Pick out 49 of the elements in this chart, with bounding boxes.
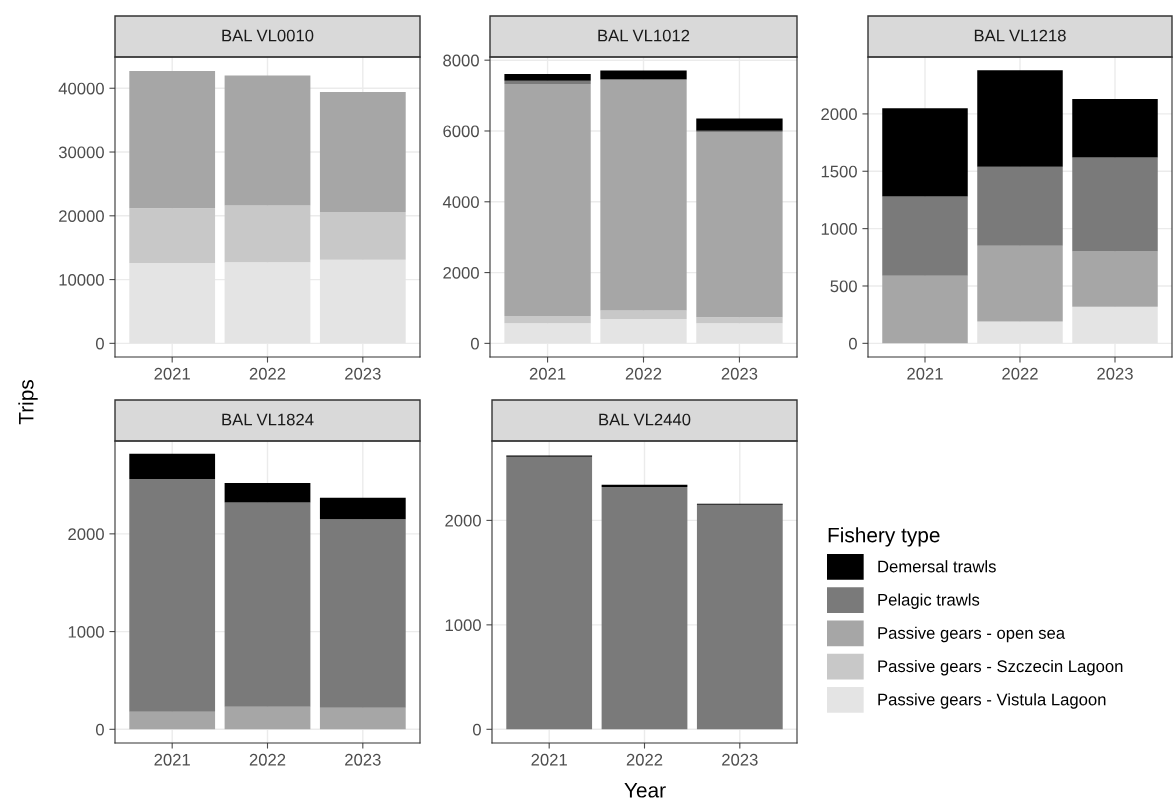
x-tick-label: 2021	[154, 367, 190, 380]
x-tick-label: 2022	[1002, 367, 1038, 380]
y-tick-label: 20000	[59, 210, 104, 222]
x-tick-label: 2021	[154, 753, 190, 766]
x-tick-label: 2022	[625, 367, 662, 380]
y-tick-label: 2000	[821, 108, 857, 121]
x-tick-label: 2023	[721, 367, 758, 380]
y-tick-label: 40000	[58, 82, 104, 95]
legend-title: Fishery type	[828, 527, 940, 547]
y-tick-label: 0	[472, 723, 481, 736]
x-tick-label: 2021	[531, 753, 567, 766]
y-tick-label: 0	[95, 723, 104, 736]
legend-label: Pelagic trawls	[878, 593, 980, 609]
legend-label: Passive gears - Szczecin Lagoon	[878, 659, 1123, 676]
x-tick-label: 2023	[722, 753, 758, 766]
x-tick-label: 2021	[529, 367, 566, 380]
y-tick-label: 2000	[445, 514, 481, 527]
y-tick-label: 10000	[59, 273, 104, 286]
x-tick-label: 2021	[907, 367, 943, 380]
chart-title: BAL VL1218	[974, 29, 1066, 42]
y-tick-label: 0	[848, 337, 857, 350]
legend-label: Demersal trawls	[878, 560, 996, 573]
y-tick-label: 1000	[821, 223, 857, 235]
x-tick-label: 2023	[345, 367, 381, 380]
x-tick-label: 2023	[345, 753, 381, 766]
y-tick-label: 1000	[68, 625, 104, 638]
y-tick-label: 500	[830, 280, 857, 293]
y-tick-label: 8000	[443, 54, 479, 67]
legend-label: Passive gears - open sea	[878, 626, 1066, 643]
x-tick-label: 2022	[249, 753, 286, 766]
x-tick-label: 2023	[1097, 367, 1133, 380]
y-tick-label: 30000	[58, 146, 104, 159]
y-tick-label: 6000	[443, 125, 479, 138]
x-tick-label: 2022	[249, 367, 286, 380]
chart-title: BAL VL0010	[222, 29, 314, 42]
chart-title: BAL VL2440	[599, 413, 691, 426]
y-tick-label: 0	[470, 337, 479, 350]
y-tick-label: 2000	[443, 266, 479, 279]
y-tick-label: 1000	[445, 619, 481, 632]
chart-title: BAL VL1012	[598, 29, 690, 42]
y-axis-title: Trips	[18, 379, 38, 425]
y-tick-label: 4000	[442, 196, 479, 208]
legend-label: Passive gears - Vistula Lagoon	[878, 693, 1106, 709]
y-tick-label: 2000	[68, 528, 104, 541]
y-tick-label: 1500	[821, 165, 857, 178]
y-tick-label: 0	[95, 337, 104, 350]
x-axis-title: Year	[624, 783, 666, 798]
chart-title: BAL VL1824	[222, 413, 314, 426]
x-tick-label: 2022	[626, 753, 663, 766]
